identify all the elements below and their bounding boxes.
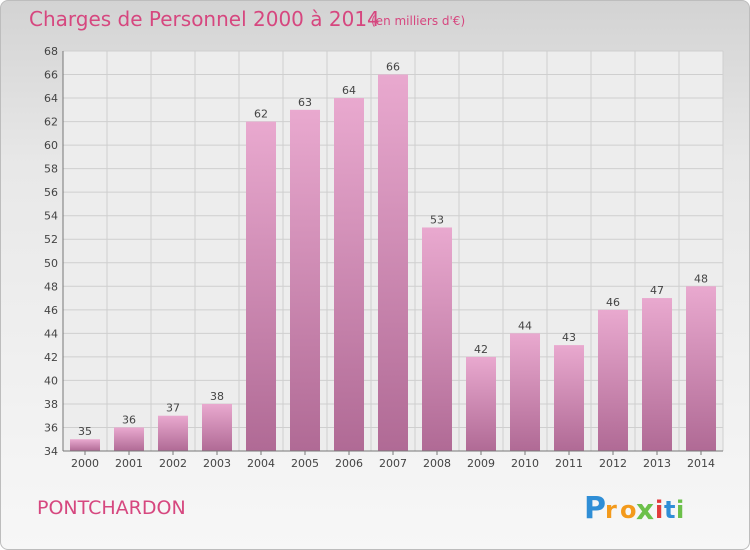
commune-name: PONTCHARDON (37, 497, 186, 519)
data-label: 47 (650, 284, 664, 297)
proxiti-logo-mark: P r o x i t i (584, 491, 684, 526)
x-tick-label: 2000 (71, 457, 99, 470)
bar-2000 (70, 439, 100, 451)
data-label: 42 (474, 343, 488, 356)
bar-2002 (158, 415, 188, 451)
data-label: 44 (518, 319, 532, 332)
x-tick-label: 2009 (467, 457, 495, 470)
bar-2007 (378, 74, 408, 451)
x-tick-label: 2006 (335, 457, 363, 470)
svg-text:t: t (664, 496, 675, 524)
svg-text:x: x (636, 493, 654, 526)
data-label: 62 (254, 108, 268, 121)
svg-text:P: P (584, 491, 606, 526)
x-tick-label: 2005 (291, 457, 319, 470)
bar-2009 (466, 356, 496, 451)
y-tick-label: 56 (44, 186, 58, 199)
data-label: 64 (342, 84, 356, 97)
svg-text:o: o (620, 496, 637, 524)
y-tick-label: 68 (44, 45, 58, 58)
x-tick-label: 2011 (555, 457, 583, 470)
data-labels: 35 36 37 38 62 63 64 66 53 42 44 43 46 47 48 (78, 61, 708, 439)
x-tick-label: 2013 (643, 457, 671, 470)
bar-2014 (686, 286, 716, 451)
x-tick-label: 2007 (379, 457, 407, 470)
data-label: 63 (298, 96, 312, 109)
data-label: 35 (78, 425, 92, 438)
data-label: 66 (386, 61, 400, 74)
y-tick-label: 40 (44, 374, 58, 387)
bar-2010 (510, 333, 540, 451)
axes: 34 36 38 40 42 44 46 48 50 52 54 56 58 60 62 64 66 68 2000… (44, 45, 723, 470)
bar-2004 (246, 121, 276, 452)
chart-title: Charges de Personnel 2000 à 2014 (29, 7, 380, 31)
bar-chart: 35 36 37 38 62 63 64 66 53 42 44 43 46 47 48 34 36 38 40 4… (44, 45, 724, 470)
y-tick-label: 64 (44, 92, 58, 105)
bar-2003 (202, 403, 232, 451)
data-label: 43 (562, 331, 576, 344)
y-tick-label: 58 (44, 163, 58, 176)
x-tick-label: 2010 (511, 457, 539, 470)
svg-text:i: i (655, 496, 663, 524)
x-tick-label: 2014 (687, 457, 715, 470)
y-tick-label: 48 (44, 280, 58, 293)
y-tick-label: 36 (44, 421, 58, 434)
y-tick-label: 60 (44, 139, 58, 152)
y-tick-label: 54 (44, 210, 58, 223)
data-label: 37 (166, 402, 180, 415)
data-label: 48 (694, 272, 708, 285)
x-tick-label: 2012 (599, 457, 627, 470)
proxiti-logo: P r o x i t i (584, 488, 694, 532)
data-label: 36 (122, 413, 136, 426)
y-tick-label: 46 (44, 304, 58, 317)
y-tick-label: 44 (44, 327, 58, 340)
bar-2011 (554, 345, 584, 451)
bar-2001 (114, 427, 144, 451)
x-tick-label: 2003 (203, 457, 231, 470)
x-tick-label: 2001 (115, 457, 143, 470)
svg-text:r: r (605, 496, 617, 524)
x-tick-label: 2002 (159, 457, 187, 470)
y-tick-label: 52 (44, 233, 58, 246)
data-label: 46 (606, 296, 620, 309)
bar-2008 (422, 227, 452, 451)
data-label: 53 (430, 213, 444, 226)
x-tick-label: 2008 (423, 457, 451, 470)
bar-2012 (598, 309, 628, 451)
y-tick-label: 38 (44, 398, 58, 411)
bar-2013 (642, 298, 672, 451)
data-label: 38 (210, 390, 224, 403)
y-tick-label: 62 (44, 116, 58, 129)
y-tick-label: 50 (44, 257, 58, 270)
x-tick-label: 2004 (247, 457, 275, 470)
bar-2005 (290, 109, 320, 451)
chart-subtitle: (en milliers d'€) (371, 14, 466, 28)
y-tick-label: 66 (44, 69, 58, 82)
svg-text:i: i (676, 496, 684, 524)
bar-2006 (334, 98, 364, 451)
y-tick-label: 34 (44, 445, 58, 458)
bars (70, 74, 716, 452)
y-tick-label: 42 (44, 351, 58, 364)
